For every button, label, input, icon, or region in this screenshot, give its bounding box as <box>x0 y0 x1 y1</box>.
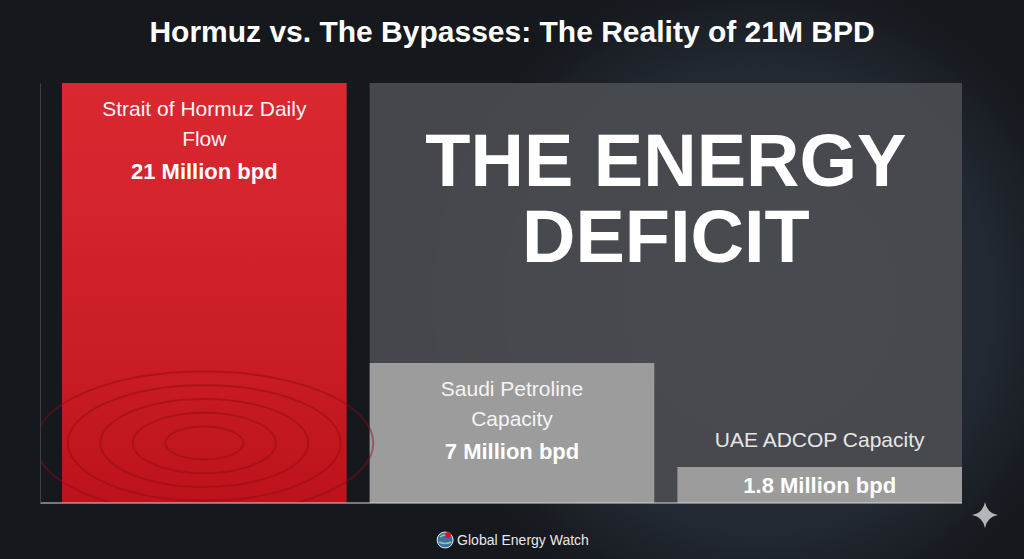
ripple-ring <box>40 372 373 504</box>
text-line: THE ENERGY <box>425 119 906 202</box>
source-text: Global Energy Watch <box>457 532 589 548</box>
ripple-ring <box>100 399 308 487</box>
source: Global Energy Watch <box>437 532 589 548</box>
icon-drop <box>445 532 451 538</box>
data-label: 21 Million bpd <box>131 159 278 184</box>
text-line: Strait of Hormuz Daily <box>102 97 307 120</box>
ripple-ring <box>133 413 276 474</box>
bar <box>677 467 962 503</box>
ripple <box>40 372 373 504</box>
text-line: Capacity <box>471 407 553 430</box>
background <box>0 0 1024 559</box>
category-label: UAE ADCOP Capacity <box>715 428 925 451</box>
text-line: DEFICIT <box>522 195 810 278</box>
title: Hormuz vs. The Bypasses: The Reality of … <box>149 15 874 48</box>
data-label: 1.8 Million bpd <box>743 473 896 498</box>
text-line: Saudi Petroline <box>441 377 583 400</box>
baseline <box>40 503 962 504</box>
y-axis <box>40 84 41 504</box>
axis-line <box>40 84 41 504</box>
category-label: Strait of Hormuz Daily Flow <box>102 97 307 150</box>
text-line: UAE ADCOP Capacity <box>715 428 925 451</box>
category-label: Saudi Petroline Capacity <box>441 377 583 430</box>
ripple-ring <box>68 385 341 501</box>
source-icon <box>437 532 453 548</box>
bar <box>370 363 655 503</box>
sparkle <box>972 502 998 528</box>
icon-globe <box>437 532 453 548</box>
bar-shade <box>62 83 347 503</box>
data-label: 7 Million bpd <box>445 439 579 464</box>
annotation: THE ENERGYDEFICIT <box>425 119 906 278</box>
ripple-ring <box>165 427 243 460</box>
deficit-panel <box>370 83 962 503</box>
text-line: Flow <box>182 127 227 150</box>
bar <box>62 83 347 503</box>
chart: Hormuz vs. The Bypasses: The Reality of … <box>0 0 1024 559</box>
plot-area <box>40 83 962 503</box>
